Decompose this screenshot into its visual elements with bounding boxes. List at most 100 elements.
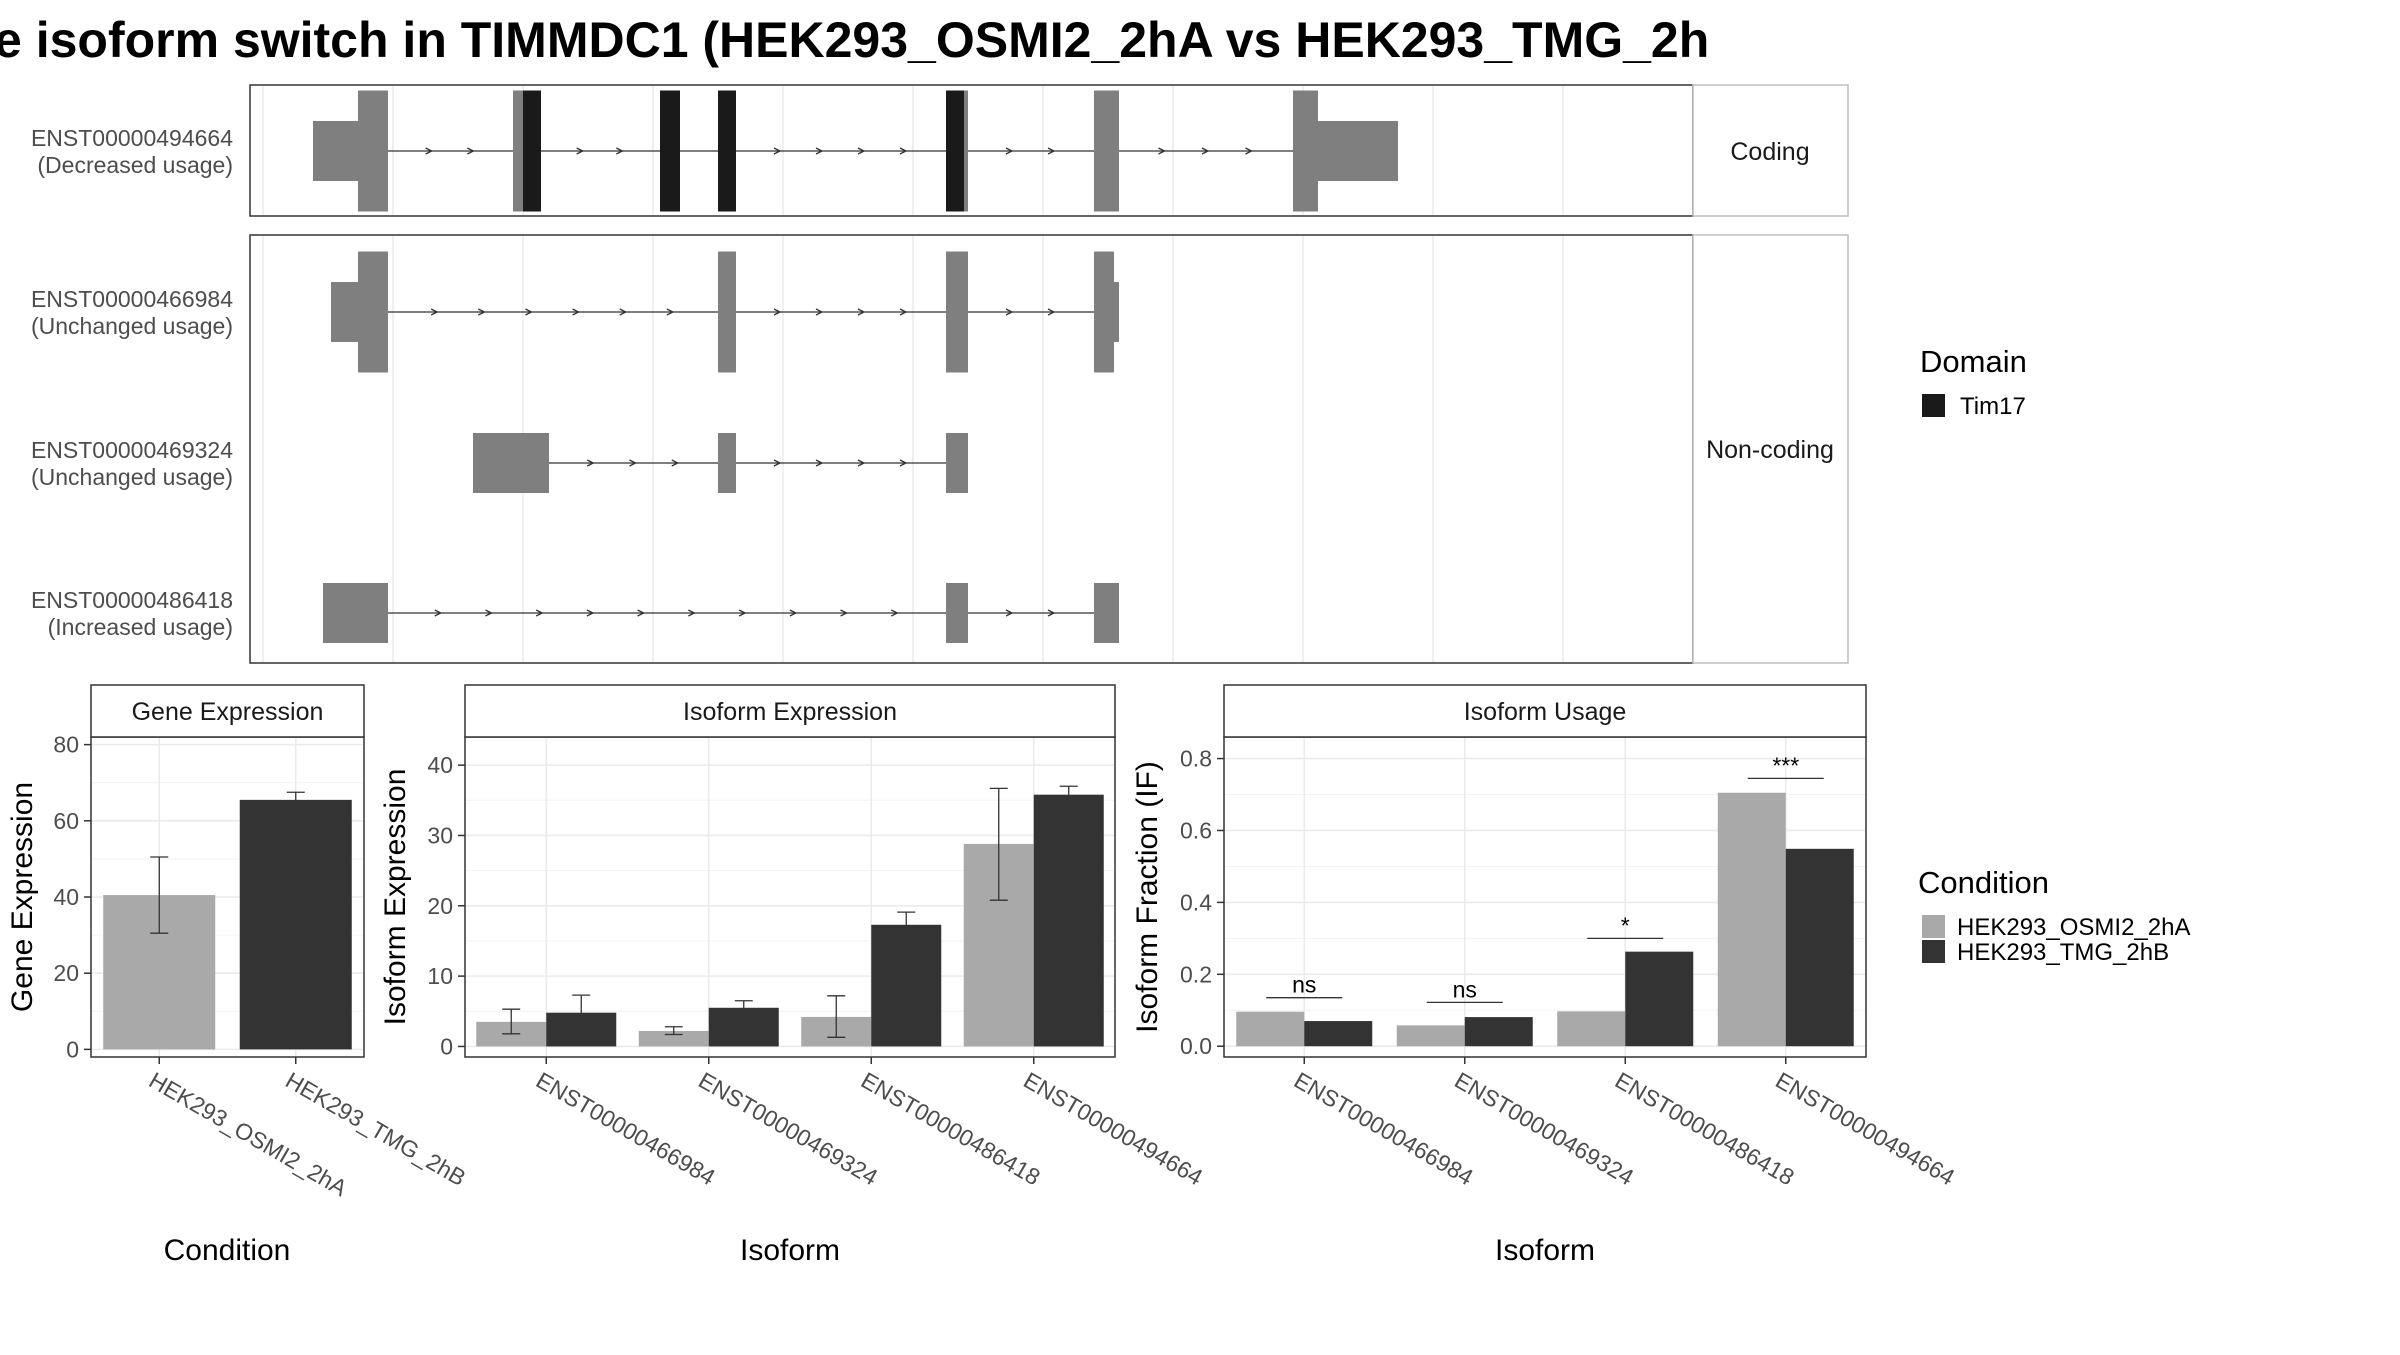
- utr-block: [331, 282, 358, 342]
- exon-block: [964, 90, 968, 212]
- exon-block: [946, 251, 968, 373]
- strand-arrow: [629, 459, 637, 467]
- transcript-rows: [313, 90, 1398, 643]
- strand-arrow: [637, 609, 646, 617]
- y-axis-title: Isoform Expression: [379, 769, 412, 1026]
- error-bar: [734, 1000, 753, 1016]
- strand-arrow: [586, 459, 595, 467]
- strand-arrow: [1047, 147, 1056, 155]
- panel-strip: [90, 684, 365, 738]
- y-tick-label: 0.8: [1180, 746, 1212, 772]
- error-bar: [989, 787, 1008, 901]
- strand-arrow: [1047, 308, 1056, 316]
- x-tick-label: ENST00000469324: [1450, 1067, 1638, 1191]
- utr-block: [718, 433, 736, 493]
- strand-arrow: [525, 308, 533, 316]
- domain-block: [660, 90, 680, 212]
- strand-arrow: [1005, 147, 1014, 155]
- panel-title: Gene Expression: [132, 698, 324, 726]
- bar-HEK293_TMG_2hB-ENST00000486418: [871, 924, 942, 1047]
- error-bar: [572, 994, 591, 1031]
- domain-legend: Domain Tim17: [1920, 344, 2027, 420]
- strand-arrow: [1005, 308, 1014, 316]
- x-tick-label: ENST00000494664: [1019, 1067, 1207, 1191]
- significance-label: *: [1621, 912, 1630, 938]
- bar-HEK293_TMG_2hB-HEK293_TMG_2hB: [239, 799, 352, 1050]
- transcript-ENST00000486418: [323, 583, 1119, 643]
- panel-strip: [1223, 684, 1867, 738]
- transcript-id-label: ENST00000469324: [31, 437, 233, 463]
- domain-legend-title: Domain: [1920, 344, 2027, 379]
- bar-HEK293_TMG_2hB-ENST00000466984: [1304, 1021, 1373, 1047]
- error-bar: [827, 995, 846, 1038]
- condition-legend-item-b: HEK293_TMG_2hB: [1957, 939, 2169, 966]
- significance-label: ***: [1772, 752, 1799, 778]
- error-bar: [150, 856, 169, 934]
- strand-arrow: [815, 308, 824, 316]
- strand-arrow: [576, 147, 585, 155]
- bar-HEK293_OSMI2_2hA-ENST00000486418: [1557, 1011, 1626, 1047]
- utr-block: [1094, 583, 1119, 643]
- transcript-ENST00000469324: [473, 433, 968, 493]
- exon-block: [358, 251, 388, 373]
- condition-legend-swatch-a: [1922, 915, 1945, 938]
- bar-HEK293_TMG_2hB-ENST00000494664: [1785, 848, 1854, 1047]
- strand-arrow: [899, 308, 908, 316]
- utr-block: [473, 433, 549, 493]
- strand-arrow: [477, 308, 486, 316]
- exon-block: [718, 251, 736, 373]
- y-tick-label: 0.2: [1180, 961, 1212, 987]
- condition-legend-title: Condition: [1918, 865, 2049, 900]
- noncoding-panel: [249, 234, 1694, 664]
- transcript-labels: ENST00000494664(Decreased usage) ENST0000…: [31, 125, 233, 640]
- strand-arrow: [857, 308, 866, 316]
- strand-arrow: [789, 609, 798, 617]
- y-tick-label: 40: [427, 752, 453, 778]
- coding-facet-label: Coding: [1730, 138, 1809, 166]
- transcript-id-label: ENST00000466984: [31, 286, 233, 312]
- transcript-id-label: ENST00000494664: [31, 125, 233, 151]
- y-tick-label: 0.6: [1180, 817, 1212, 843]
- bar-HEK293_OSMI2_2hA-ENST00000469324: [1396, 1025, 1465, 1047]
- isoform-usage-panel: ns ns****Isoform Usage0.00.20.40.60.8ENST…: [1131, 684, 1959, 1267]
- strand-arrow: [890, 609, 899, 617]
- strand-arrow: [773, 308, 782, 316]
- noncoding-facet-label: Non-coding: [1706, 436, 1834, 464]
- strand-arrow: [467, 147, 475, 155]
- x-tick-label: ENST00000494664: [1771, 1067, 1959, 1191]
- domain-legend-swatch-tim17: [1922, 394, 1945, 417]
- panel-title: Isoform Expression: [683, 698, 897, 726]
- strand-arrow: [738, 609, 747, 617]
- exon-block: [513, 90, 523, 212]
- bar-HEK293_TMG_2hB-ENST00000494664: [1033, 794, 1104, 1047]
- strand-arrow: [815, 459, 824, 467]
- y-tick-label: 40: [53, 884, 79, 910]
- significance-label: ns: [1453, 976, 1477, 1002]
- bar-HEK293_OSMI2_2hA-ENST00000469324: [638, 1030, 709, 1047]
- condition-legend: Condition HEK293_OSMI2_2hA HEK293_TMG_2h…: [1918, 865, 2190, 966]
- utr-block: [313, 121, 358, 181]
- strand-arrow: [857, 147, 866, 155]
- exon-block: [1094, 90, 1119, 212]
- y-tick-label: 30: [427, 822, 453, 848]
- y-tick-label: 60: [53, 808, 79, 834]
- domain-block: [718, 90, 736, 212]
- x-tick-label: ENST00000486418: [857, 1067, 1045, 1191]
- y-tick-label: 20: [427, 893, 453, 919]
- noncoding-facet-strip: [1692, 234, 1849, 664]
- error-bar: [897, 911, 916, 939]
- isoform-expression-panel: Isoform Expression 0 10 20 30 40 ENST000004669…: [379, 684, 1207, 1267]
- strand-arrow: [688, 609, 696, 617]
- utr-block: [1114, 282, 1119, 342]
- y-tick-label: 0: [440, 1033, 453, 1059]
- strand-arrow: [485, 609, 493, 617]
- bar-HEK293_OSMI2_2hA-ENST00000494664: [1717, 792, 1786, 1047]
- y-tick-label: 0.4: [1180, 889, 1212, 915]
- transcript-usage-label: (Increased usage): [48, 614, 233, 640]
- utr-block: [323, 583, 388, 643]
- strand-arrow: [857, 459, 866, 467]
- exon-block: [358, 90, 388, 212]
- strand-arrow: [1158, 147, 1166, 155]
- strand-arrow: [899, 147, 908, 155]
